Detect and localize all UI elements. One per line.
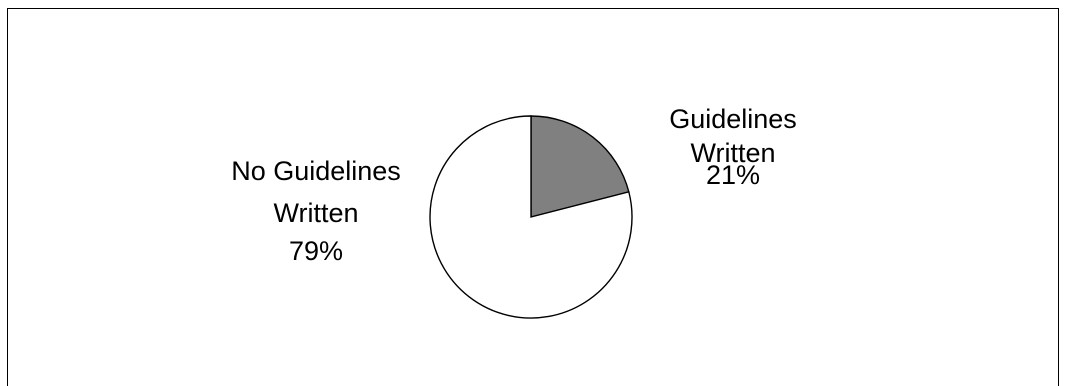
pie-slices xyxy=(429,115,633,319)
slice-label-no-guidelines-written-line-3: 79% xyxy=(289,236,343,266)
slice-label-guidelines-written-line-3: 21% xyxy=(706,160,760,190)
pie-slice-guidelines-written xyxy=(530,115,630,218)
slice-label-guidelines-written-line-1: Guidelines xyxy=(669,104,797,134)
slice-label-guidelines-written-line-2: Written xyxy=(690,138,775,168)
slice-label-no-guidelines-written-line-2: Written xyxy=(273,198,358,228)
pie-slice-no-guidelines-written xyxy=(429,115,633,319)
slice-label-no-guidelines-written-line-1: No Guidelines xyxy=(231,156,401,186)
